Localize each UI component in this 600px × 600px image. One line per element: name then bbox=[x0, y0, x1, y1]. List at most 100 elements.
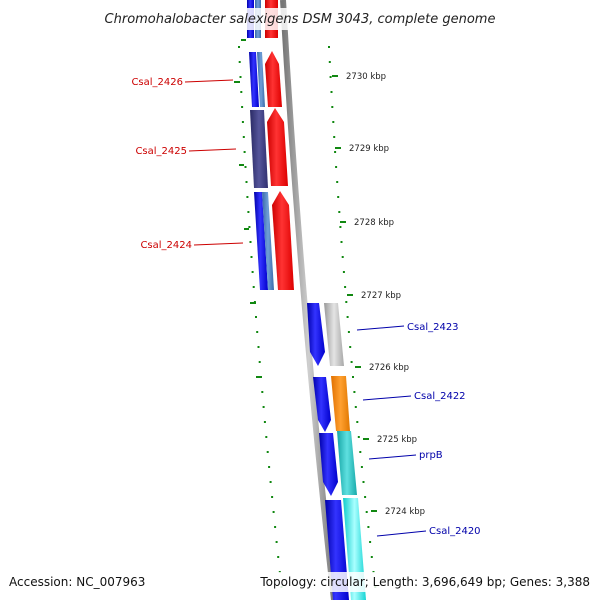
gene-csal-2426 bbox=[249, 52, 259, 107]
guide-dot bbox=[370, 556, 373, 558]
guide-dot bbox=[250, 256, 253, 258]
leader-line-csal-2426 bbox=[184, 79, 234, 83]
gene-label-csal-2420[interactable]: Csal_2420 bbox=[429, 526, 481, 537]
gene-label-csal-2424[interactable]: Csal_2424 bbox=[140, 240, 192, 251]
guide-dot bbox=[255, 316, 257, 318]
gene-csal-2425 bbox=[250, 110, 268, 188]
guide-dot bbox=[352, 376, 354, 378]
scale-label: 2724 kbp bbox=[385, 507, 425, 517]
gene-red-1 bbox=[265, 51, 282, 107]
guide-dot bbox=[346, 316, 349, 318]
footer-band bbox=[0, 572, 600, 592]
left-guide-ticks bbox=[234, 39, 262, 378]
guide-dot bbox=[350, 361, 353, 363]
guide-dot bbox=[238, 61, 241, 63]
guide-dot bbox=[336, 181, 339, 183]
guide-dot bbox=[364, 496, 367, 498]
guide-dot bbox=[354, 406, 357, 408]
gene-label-prpb[interactable]: prpB bbox=[419, 450, 443, 461]
leader-line-csal-2424 bbox=[193, 242, 244, 246]
guide-dot bbox=[238, 46, 240, 48]
gene-blue-2422 bbox=[313, 377, 331, 432]
genome-info-text: Topology: circular; Length: 3,696,649 bp… bbox=[259, 575, 590, 589]
gene-blue-prpb bbox=[319, 433, 338, 496]
leader-line-prpb bbox=[368, 454, 417, 460]
gene-red-2 bbox=[267, 108, 288, 186]
guide-dot bbox=[241, 121, 244, 123]
dotted-guide-left bbox=[238, 46, 283, 588]
guide-dot bbox=[262, 406, 265, 408]
guide-dot bbox=[357, 436, 360, 438]
gene-red-3 bbox=[272, 191, 294, 290]
guide-dot bbox=[249, 241, 252, 243]
leader-line-csal-2425 bbox=[188, 148, 237, 152]
guide-dot bbox=[239, 76, 242, 78]
scale-tick bbox=[355, 366, 361, 368]
guide-dot bbox=[258, 361, 261, 363]
guide-dot bbox=[359, 451, 362, 453]
guide-dot bbox=[246, 196, 249, 198]
scale-tick bbox=[363, 438, 369, 440]
guide-dot bbox=[353, 391, 356, 393]
guide-dot bbox=[265, 436, 268, 438]
scale-label: 2727 kbp bbox=[361, 291, 401, 301]
guide-dot bbox=[331, 106, 334, 108]
guide-dot bbox=[263, 421, 266, 423]
guide-dot bbox=[349, 346, 352, 348]
guide-dot bbox=[338, 211, 341, 213]
gene-csal-2423 bbox=[307, 303, 325, 366]
gene-label-csal-2422[interactable]: Csal_2422 bbox=[414, 391, 466, 402]
guide-dot bbox=[275, 541, 278, 543]
leader-line-csal-2422 bbox=[362, 395, 412, 401]
guide-dot bbox=[244, 166, 247, 168]
map-title: Chromohalobacter salexigens DSM 3043, co… bbox=[105, 12, 496, 27]
right-gene-labels bbox=[356, 325, 427, 537]
guide-dot bbox=[241, 106, 244, 108]
gene-label-csal-2426[interactable]: Csal_2426 bbox=[131, 77, 183, 88]
guide-dot bbox=[328, 61, 331, 63]
guide-dot bbox=[242, 136, 245, 138]
leader-line-csal-2423 bbox=[356, 325, 405, 331]
guide-dot bbox=[330, 91, 333, 93]
gene-csal-2424 bbox=[254, 192, 268, 290]
guide-dot bbox=[328, 46, 330, 48]
guide-dot bbox=[360, 466, 363, 468]
guide-dot bbox=[332, 121, 335, 123]
scale-label: 2726 kbp bbox=[369, 363, 409, 373]
guide-dot bbox=[347, 331, 350, 333]
guide-dot bbox=[339, 226, 342, 228]
guide-dot bbox=[277, 556, 280, 558]
left-gene-labels bbox=[184, 79, 244, 246]
guide-dot bbox=[274, 526, 277, 528]
guide-dot bbox=[272, 511, 275, 513]
accession-text: Accession: NC_007963 bbox=[9, 575, 145, 589]
gene-label-csal-2423[interactable]: Csal_2423 bbox=[407, 322, 459, 333]
scale-ticks: 2730 kbp 2729 kbp 2728 kbp 2727 kbp 2726 kbp… bbox=[332, 72, 425, 517]
guide-dot bbox=[268, 466, 271, 468]
guide-dot bbox=[333, 136, 336, 138]
scale-label: 2730 kbp bbox=[346, 72, 386, 82]
scale-label: 2729 kbp bbox=[349, 144, 389, 154]
guide-dot bbox=[362, 481, 365, 483]
guide-dot bbox=[257, 346, 260, 348]
guide-dot bbox=[365, 511, 368, 513]
guide-dot bbox=[240, 91, 243, 93]
guide-dot bbox=[341, 256, 344, 258]
guide-dot bbox=[247, 211, 250, 213]
guide-dot bbox=[266, 451, 269, 453]
gene-csal-2426-steel bbox=[257, 52, 265, 107]
scale-label: 2728 kbp bbox=[354, 218, 394, 228]
guide-dot bbox=[251, 271, 254, 273]
scale-tick bbox=[332, 75, 338, 77]
scale-tick bbox=[371, 510, 377, 512]
gene-label-csal-2425[interactable]: Csal_2425 bbox=[135, 146, 187, 157]
guide-dot bbox=[345, 301, 348, 303]
guide-dot bbox=[329, 76, 332, 78]
gene-prpb bbox=[337, 431, 357, 495]
scale-tick bbox=[340, 221, 346, 223]
guide-dot bbox=[243, 151, 246, 153]
guide-dot bbox=[269, 481, 272, 483]
scale-tick bbox=[335, 147, 341, 149]
scale-tick bbox=[347, 294, 353, 296]
